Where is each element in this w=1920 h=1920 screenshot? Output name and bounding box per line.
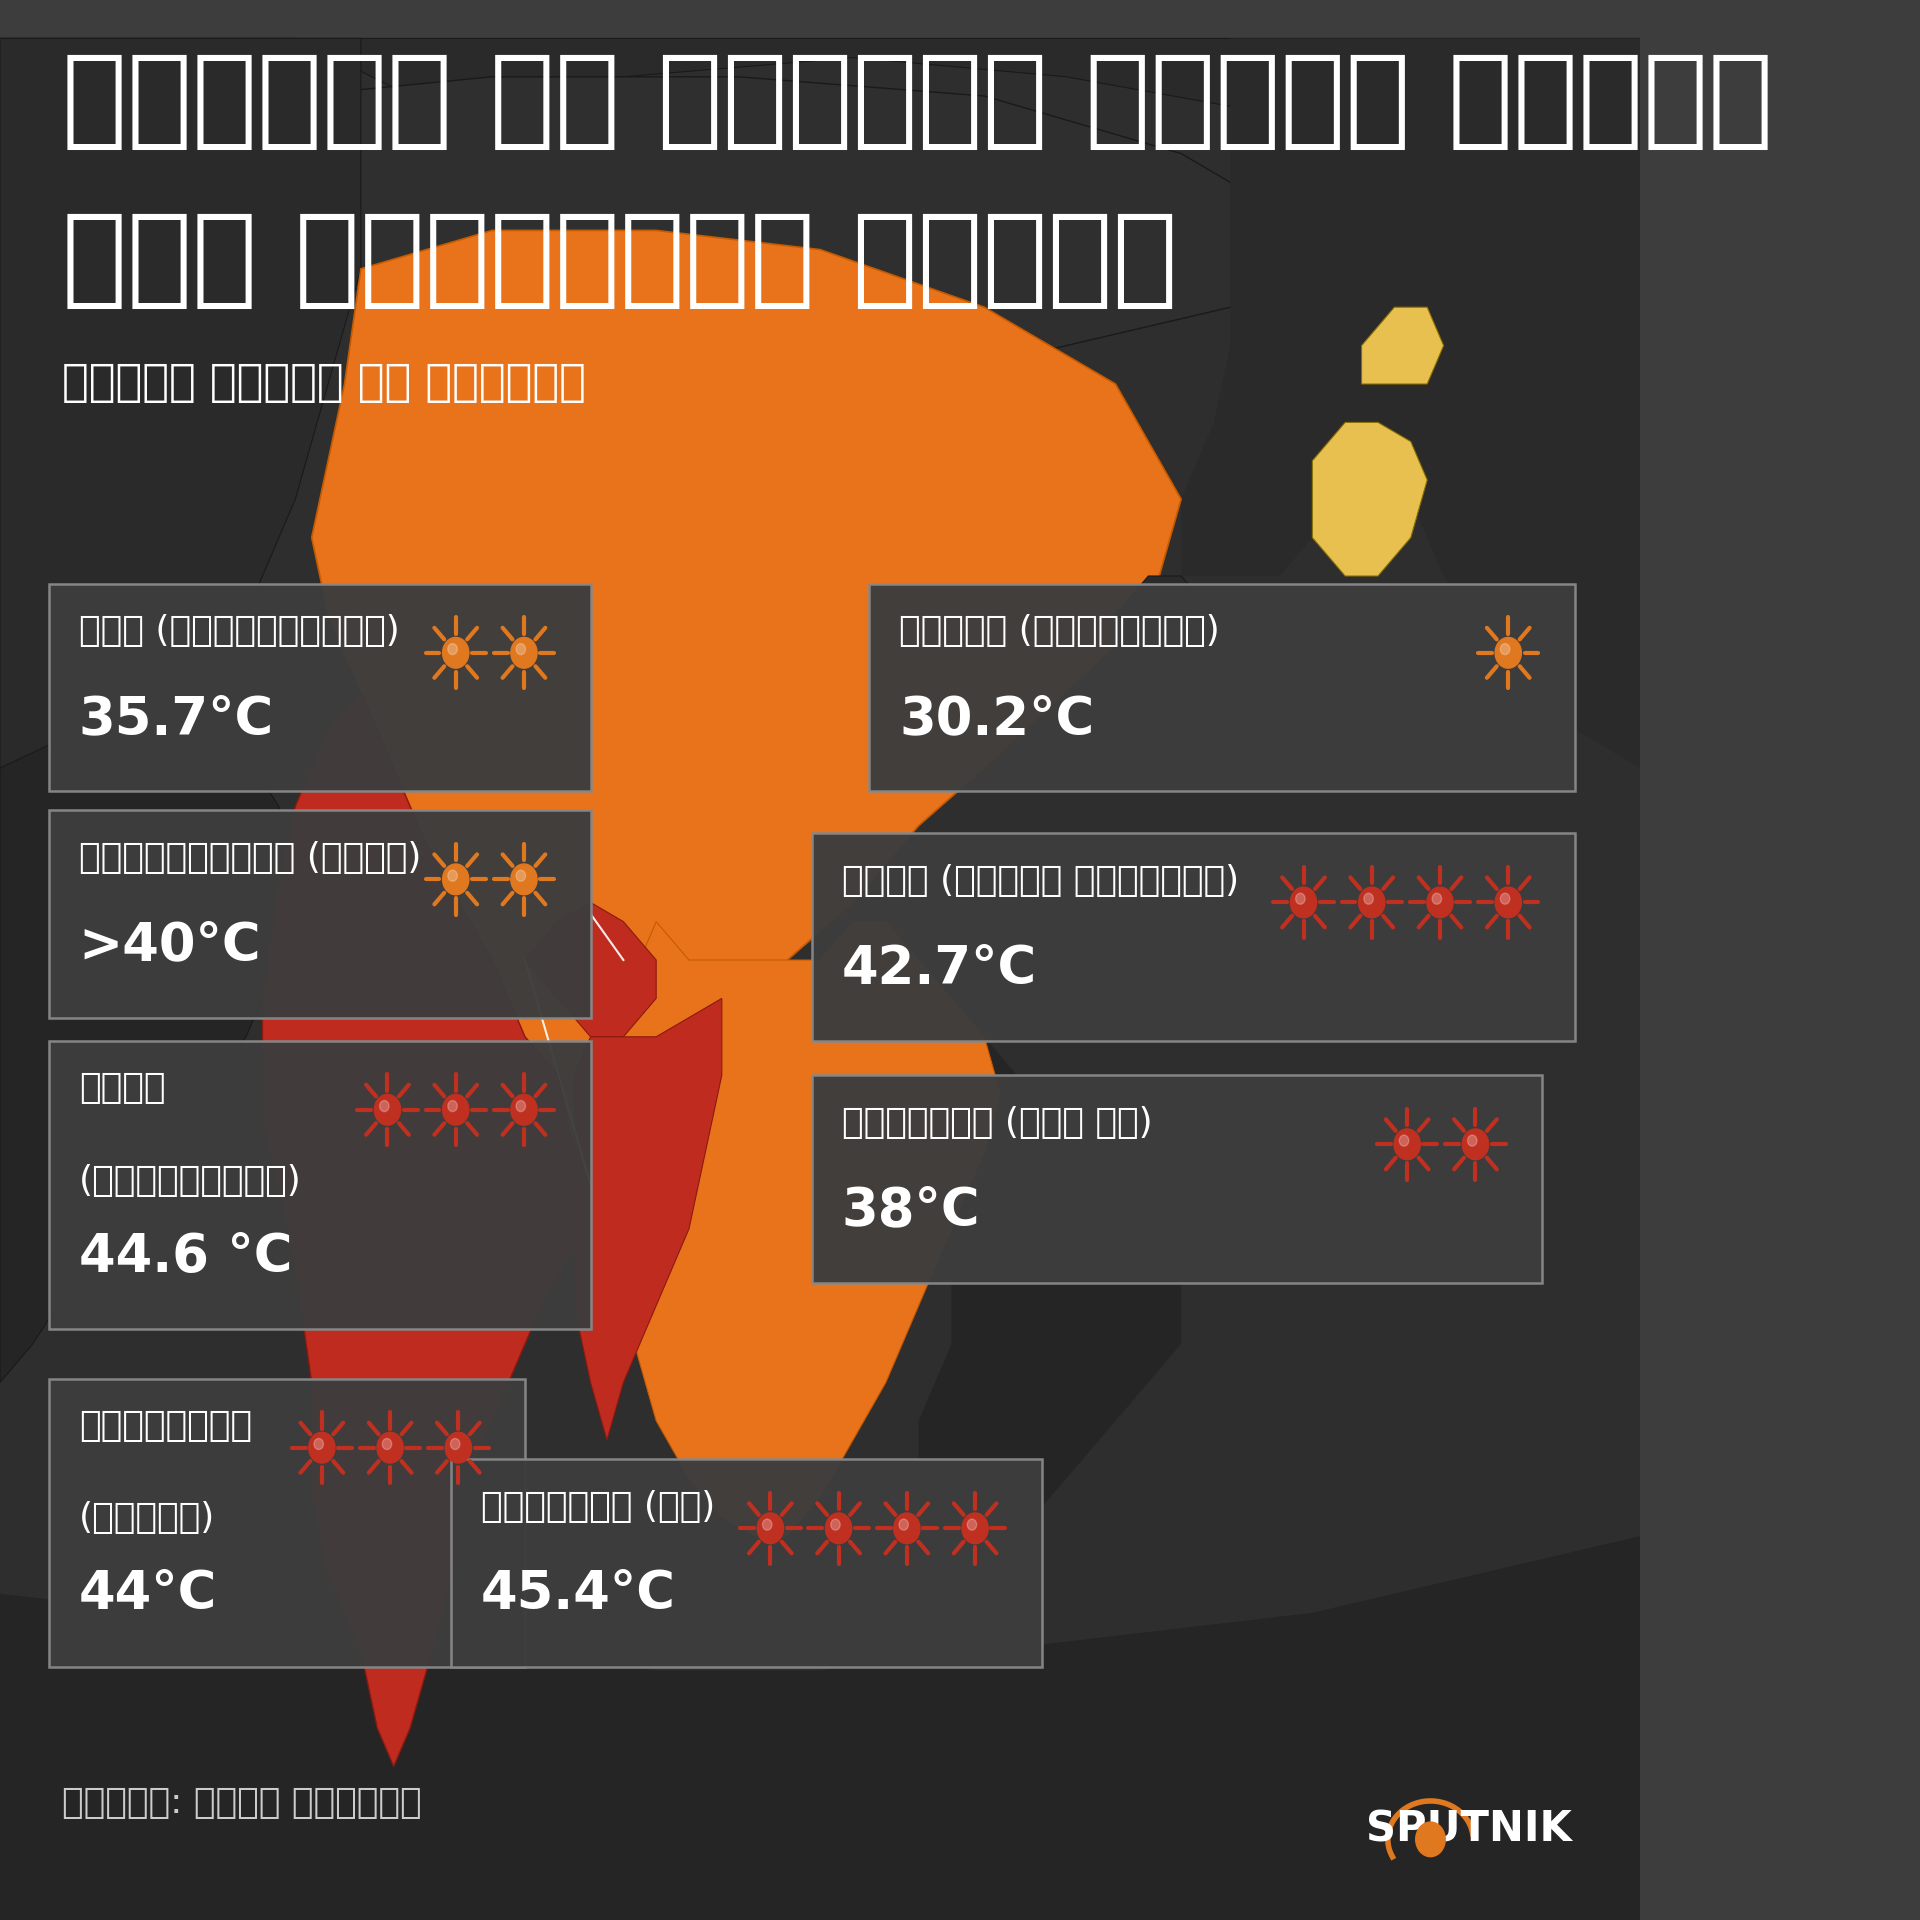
Circle shape: [831, 1519, 841, 1530]
Circle shape: [968, 1519, 977, 1530]
FancyBboxPatch shape: [50, 584, 591, 791]
Circle shape: [1359, 887, 1384, 918]
Text: 35.7°C: 35.7°C: [79, 693, 275, 745]
FancyBboxPatch shape: [50, 1379, 524, 1667]
Circle shape: [1500, 643, 1509, 655]
Circle shape: [1500, 893, 1509, 904]
Text: 45.4°C: 45.4°C: [480, 1569, 676, 1620]
Polygon shape: [0, 691, 296, 1382]
Circle shape: [1415, 1822, 1446, 1857]
Circle shape: [893, 1513, 920, 1544]
Circle shape: [376, 1432, 403, 1463]
Circle shape: [1463, 1129, 1488, 1160]
Circle shape: [516, 870, 526, 881]
Circle shape: [444, 864, 468, 895]
Text: दक्षिण और दक्षिण पूर्व एशिया: दक्षिण और दक्षिण पूर्व एशिया: [61, 48, 1774, 154]
Circle shape: [1400, 1135, 1409, 1146]
Text: 30.2°C: 30.2°C: [899, 693, 1094, 745]
Circle shape: [511, 1094, 538, 1125]
Circle shape: [756, 1513, 783, 1544]
Polygon shape: [311, 230, 1181, 1229]
FancyBboxPatch shape: [812, 833, 1574, 1041]
Text: 44.6 °C: 44.6 °C: [79, 1231, 292, 1283]
Circle shape: [374, 1094, 401, 1125]
Text: लाओस (लुआंग प्रबांग): लाओस (लुआंग प्रबांग): [841, 864, 1238, 899]
Circle shape: [516, 643, 526, 655]
Text: भारत: भारत: [79, 1071, 165, 1106]
Text: 42.7°C: 42.7°C: [841, 943, 1037, 995]
Circle shape: [447, 870, 457, 881]
Circle shape: [516, 1100, 526, 1112]
Circle shape: [511, 864, 538, 895]
Text: जापान (मिनामाटो): जापान (मिनामाटो): [899, 614, 1219, 649]
Circle shape: [1432, 893, 1442, 904]
Circle shape: [451, 1438, 461, 1450]
Text: थाईलैंड (तक): थाईलैंड (तक): [480, 1490, 714, 1524]
Text: पिछले हफ्ते के आँकड़े: पिछले हफ्ते के आँकड़े: [61, 361, 586, 403]
Circle shape: [962, 1513, 989, 1544]
Circle shape: [1290, 887, 1317, 918]
Polygon shape: [1313, 422, 1427, 576]
Polygon shape: [0, 1536, 1640, 1920]
Polygon shape: [574, 998, 722, 1440]
Circle shape: [1496, 637, 1521, 668]
Text: चीन (चोंगक्विंग): चीन (चोंगक्विंग): [79, 614, 399, 649]
Circle shape: [315, 1438, 323, 1450]
Circle shape: [445, 1432, 472, 1463]
Circle shape: [382, 1438, 392, 1450]
Text: में असामान्य गर्मी: में असामान्य गर्मी: [61, 207, 1177, 313]
Circle shape: [1467, 1135, 1476, 1146]
Polygon shape: [624, 922, 1000, 1536]
Circle shape: [1363, 893, 1373, 904]
Text: SPUTNIK: SPUTNIK: [1365, 1809, 1572, 1851]
Circle shape: [447, 1100, 457, 1112]
Circle shape: [511, 637, 538, 668]
Circle shape: [444, 1094, 468, 1125]
Polygon shape: [1181, 38, 1640, 768]
Text: स्रोत: खुले आँकड़े: स्रोत: खुले आँकड़े: [61, 1786, 422, 1820]
Circle shape: [762, 1519, 772, 1530]
Polygon shape: [1116, 576, 1213, 730]
FancyBboxPatch shape: [50, 1041, 591, 1329]
Polygon shape: [0, 38, 1640, 1920]
Polygon shape: [263, 691, 591, 1766]
Circle shape: [1296, 893, 1306, 904]
FancyBboxPatch shape: [451, 1459, 1043, 1667]
Circle shape: [899, 1519, 908, 1530]
Circle shape: [826, 1513, 852, 1544]
Text: >40°C: >40°C: [79, 920, 261, 972]
Polygon shape: [918, 1037, 1181, 1574]
Circle shape: [1394, 1129, 1421, 1160]
Polygon shape: [246, 77, 1313, 384]
Circle shape: [447, 643, 457, 655]
Polygon shape: [1361, 307, 1444, 384]
Text: (कलेवा): (कलेवा): [79, 1501, 215, 1536]
Circle shape: [1427, 887, 1453, 918]
Circle shape: [380, 1100, 390, 1112]
Text: (प्रयागराज): (प्रयागराज): [79, 1164, 301, 1198]
Text: म्यांमार: म्यांमार: [79, 1409, 252, 1444]
Circle shape: [444, 637, 468, 668]
Circle shape: [309, 1432, 334, 1463]
Text: 38°C: 38°C: [841, 1185, 981, 1236]
Polygon shape: [0, 38, 361, 768]
Circle shape: [1496, 887, 1521, 918]
FancyBboxPatch shape: [50, 810, 591, 1018]
Text: वियतनाम (सोन ला): वियतनाम (सोन ला): [841, 1106, 1152, 1140]
FancyBboxPatch shape: [870, 584, 1574, 791]
FancyBboxPatch shape: [812, 1075, 1542, 1283]
Polygon shape: [0, 38, 1640, 230]
Polygon shape: [524, 902, 657, 1037]
Text: 44°C: 44°C: [79, 1569, 217, 1620]
Text: बांग्लादेश (ढाका): बांग्लादेश (ढाका): [79, 841, 420, 876]
